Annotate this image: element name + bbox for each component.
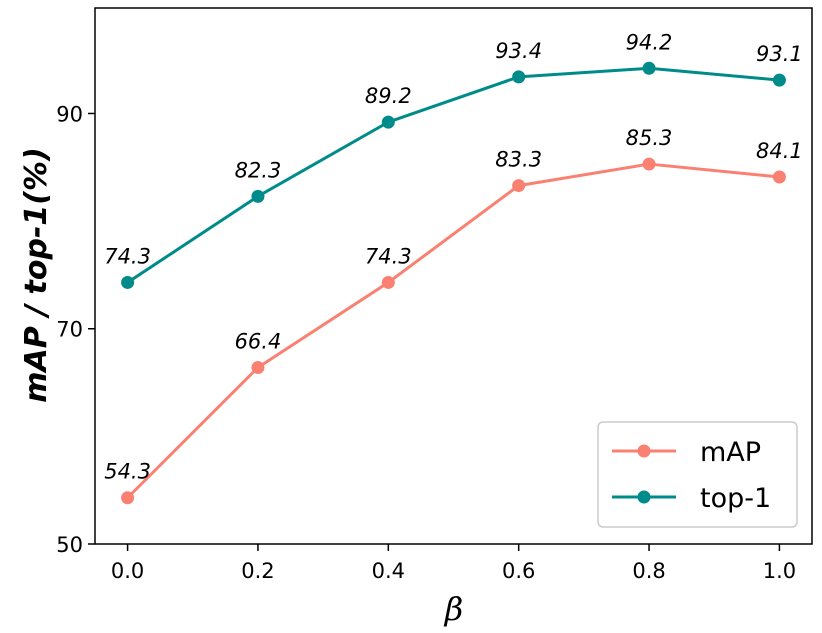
data-label: 93.1 [756,42,803,66]
data-point [381,275,395,289]
data-label: 54.3 [104,460,151,484]
x-tick-label: 0.0 [111,559,144,583]
x-tick-label: 0.2 [241,559,274,583]
data-point [381,115,395,129]
data-point [642,61,656,75]
plot-frame [94,7,813,545]
legend-label-mAP: mAP [700,437,761,468]
data-label: 83.3 [495,148,542,172]
plot-area: 0.0 0.2 0.4 0.6 0.8 1.0 50 70 90 54.3 66.4 74.3 83.3… [56,7,813,583]
x-tick-label: 0.6 [502,559,535,583]
data-label: 66.4 [235,329,282,353]
x-tick-label: 1.0 [763,559,796,583]
data-label: 84.1 [756,139,803,163]
data-point [251,360,265,374]
data-point [121,491,135,505]
data-label: 85.3 [626,126,673,150]
data-point [251,189,265,203]
data-label: 93.4 [495,39,542,63]
data-point [772,170,786,184]
y-tick-label: 70 [56,318,83,342]
data-label: 74.3 [365,244,412,268]
legend-label-top-1: top-1 [700,483,771,514]
legend-marker [637,490,651,504]
data-label: 82.3 [235,158,282,182]
series-line-mAP [126,162,780,499]
data-point [512,70,526,84]
data-point [772,73,786,87]
data-point [642,157,656,171]
y-tick-label: 50 [56,533,83,557]
series-line-top-1 [126,66,780,284]
data-point [121,275,135,289]
legend-marker [637,444,651,458]
legend: mAP top-1 [597,421,798,528]
data-label: 94.2 [626,30,673,54]
data-label: 89.2 [365,84,412,108]
y-axis-label: mAP / top-1(%) [19,147,54,403]
x-tick-label: 0.4 [372,559,405,583]
x-tick-label: 0.8 [632,559,665,583]
x-axis-label: β [444,590,464,628]
data-label: 74.3 [104,244,151,268]
y-tick-label: 90 [56,102,83,126]
data-point [512,179,526,193]
